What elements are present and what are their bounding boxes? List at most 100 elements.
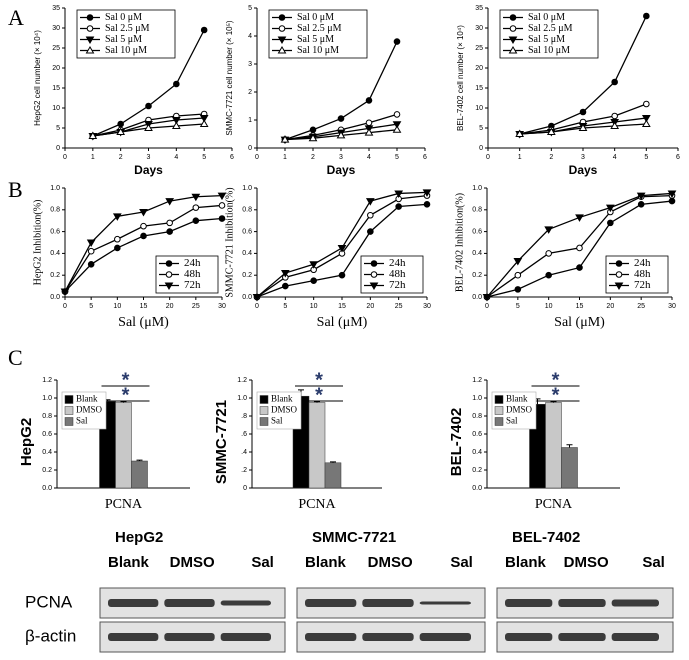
x-tick-label: 5: [644, 154, 648, 161]
marker: [218, 215, 226, 222]
x-tick-label: 2: [549, 154, 553, 161]
legend-marker: [278, 25, 286, 32]
x-tick-label: 25: [192, 303, 200, 310]
legend-label: 48h: [184, 268, 201, 280]
legend-marker: [278, 14, 286, 21]
marker: [395, 203, 402, 210]
x-tick-label: PCNA: [298, 497, 336, 512]
bar: [308, 402, 326, 489]
legend-label: Sal 0 μM: [297, 12, 334, 23]
marker: [576, 244, 583, 252]
marker: [367, 228, 374, 235]
legend-marker: [614, 282, 624, 290]
x-tick-label: 0: [63, 303, 67, 310]
x-tick-label: 5: [202, 154, 206, 161]
legend-label: Sal 5 μM: [105, 34, 142, 45]
y-axis-label: HepG2 Inhibition(%): [32, 200, 43, 286]
blot-band: [220, 600, 271, 606]
x-tick-label: PCNA: [105, 497, 143, 512]
x-tick-label: 10: [310, 303, 318, 310]
error-bar: [566, 444, 573, 448]
y-tick-label: 0.0: [472, 485, 482, 492]
marker: [116, 127, 126, 135]
marker: [114, 235, 121, 243]
marker: [611, 78, 618, 86]
legend-label: 72h: [389, 279, 406, 291]
blot-band: [611, 599, 659, 607]
legend-swatch: [259, 395, 269, 404]
marker: [336, 130, 346, 139]
x-tick-label: 6: [423, 154, 427, 161]
blot-band: [164, 633, 215, 641]
marker: [171, 121, 181, 129]
marker: [393, 111, 401, 118]
y-tick-label: 0.8: [472, 207, 482, 214]
marker: [280, 270, 290, 278]
significance-star: *: [552, 369, 560, 391]
y-tick-label: 25: [52, 45, 60, 52]
legend-swatch: [259, 417, 269, 426]
marker: [87, 247, 95, 255]
y-tick-label: 30: [52, 25, 60, 32]
x-tick-label: 0: [485, 303, 489, 310]
legend-marker: [86, 25, 94, 32]
blot-row-label: PCNA: [25, 592, 73, 611]
legend-marker: [86, 14, 94, 21]
y-tick-label: .2: [241, 467, 247, 474]
blot-band: [164, 599, 215, 607]
marker: [192, 217, 200, 224]
y-tick-label: 35: [52, 5, 60, 12]
blot-title: SMMC-7721: [312, 529, 396, 546]
marker: [165, 198, 175, 206]
marker: [309, 261, 319, 269]
y-tick-label: 15: [52, 85, 60, 92]
y-tick-label: 0: [56, 145, 60, 152]
y-tick-label: 0.2: [472, 272, 482, 279]
significance-star: *: [552, 384, 560, 406]
x-tick-label: 5: [89, 303, 93, 310]
x-axis-label: Days: [327, 163, 356, 177]
marker: [252, 294, 262, 302]
marker: [144, 123, 153, 131]
y-tick-label: 0.8: [42, 413, 52, 420]
legend-label: DMSO: [506, 405, 533, 415]
blot-band: [558, 633, 606, 641]
y-tick-label: 1.0: [42, 395, 52, 402]
marker: [192, 204, 200, 211]
error-bar: [330, 461, 336, 463]
marker: [393, 38, 401, 45]
y-tick-label: 0.6: [472, 228, 482, 235]
legend-marker: [277, 36, 287, 44]
y-tick-label: 20: [475, 65, 483, 72]
marker: [611, 112, 618, 120]
x-tick-label: 20: [366, 303, 374, 310]
bar: [131, 460, 148, 489]
legend-marker: [85, 46, 95, 54]
y-tick-label: 1.0: [50, 185, 60, 192]
legend-label: 48h: [634, 268, 651, 280]
blot-band: [108, 599, 159, 607]
y-tick-label: 10: [52, 105, 60, 112]
bar: [324, 462, 342, 489]
y-tick-label: 2: [248, 89, 252, 96]
x-tick-label: 20: [606, 303, 614, 310]
marker: [544, 226, 554, 234]
marker: [514, 271, 522, 279]
legend-marker: [508, 46, 518, 54]
legend-marker: [277, 46, 287, 54]
marker: [546, 127, 556, 135]
blot-title: HepG2: [115, 529, 163, 546]
y-tick-label: .6: [241, 431, 247, 438]
x-tick-label: 25: [637, 303, 645, 310]
blot-band: [362, 599, 414, 607]
significance-star: *: [315, 384, 323, 406]
marker: [668, 197, 676, 205]
marker: [88, 131, 98, 139]
blot-band: [558, 599, 606, 607]
marker: [643, 12, 650, 20]
marker: [199, 119, 209, 127]
legend-label: Blank: [76, 394, 98, 404]
y-tick-label: 0.4: [242, 250, 252, 257]
blot-band: [305, 599, 357, 607]
